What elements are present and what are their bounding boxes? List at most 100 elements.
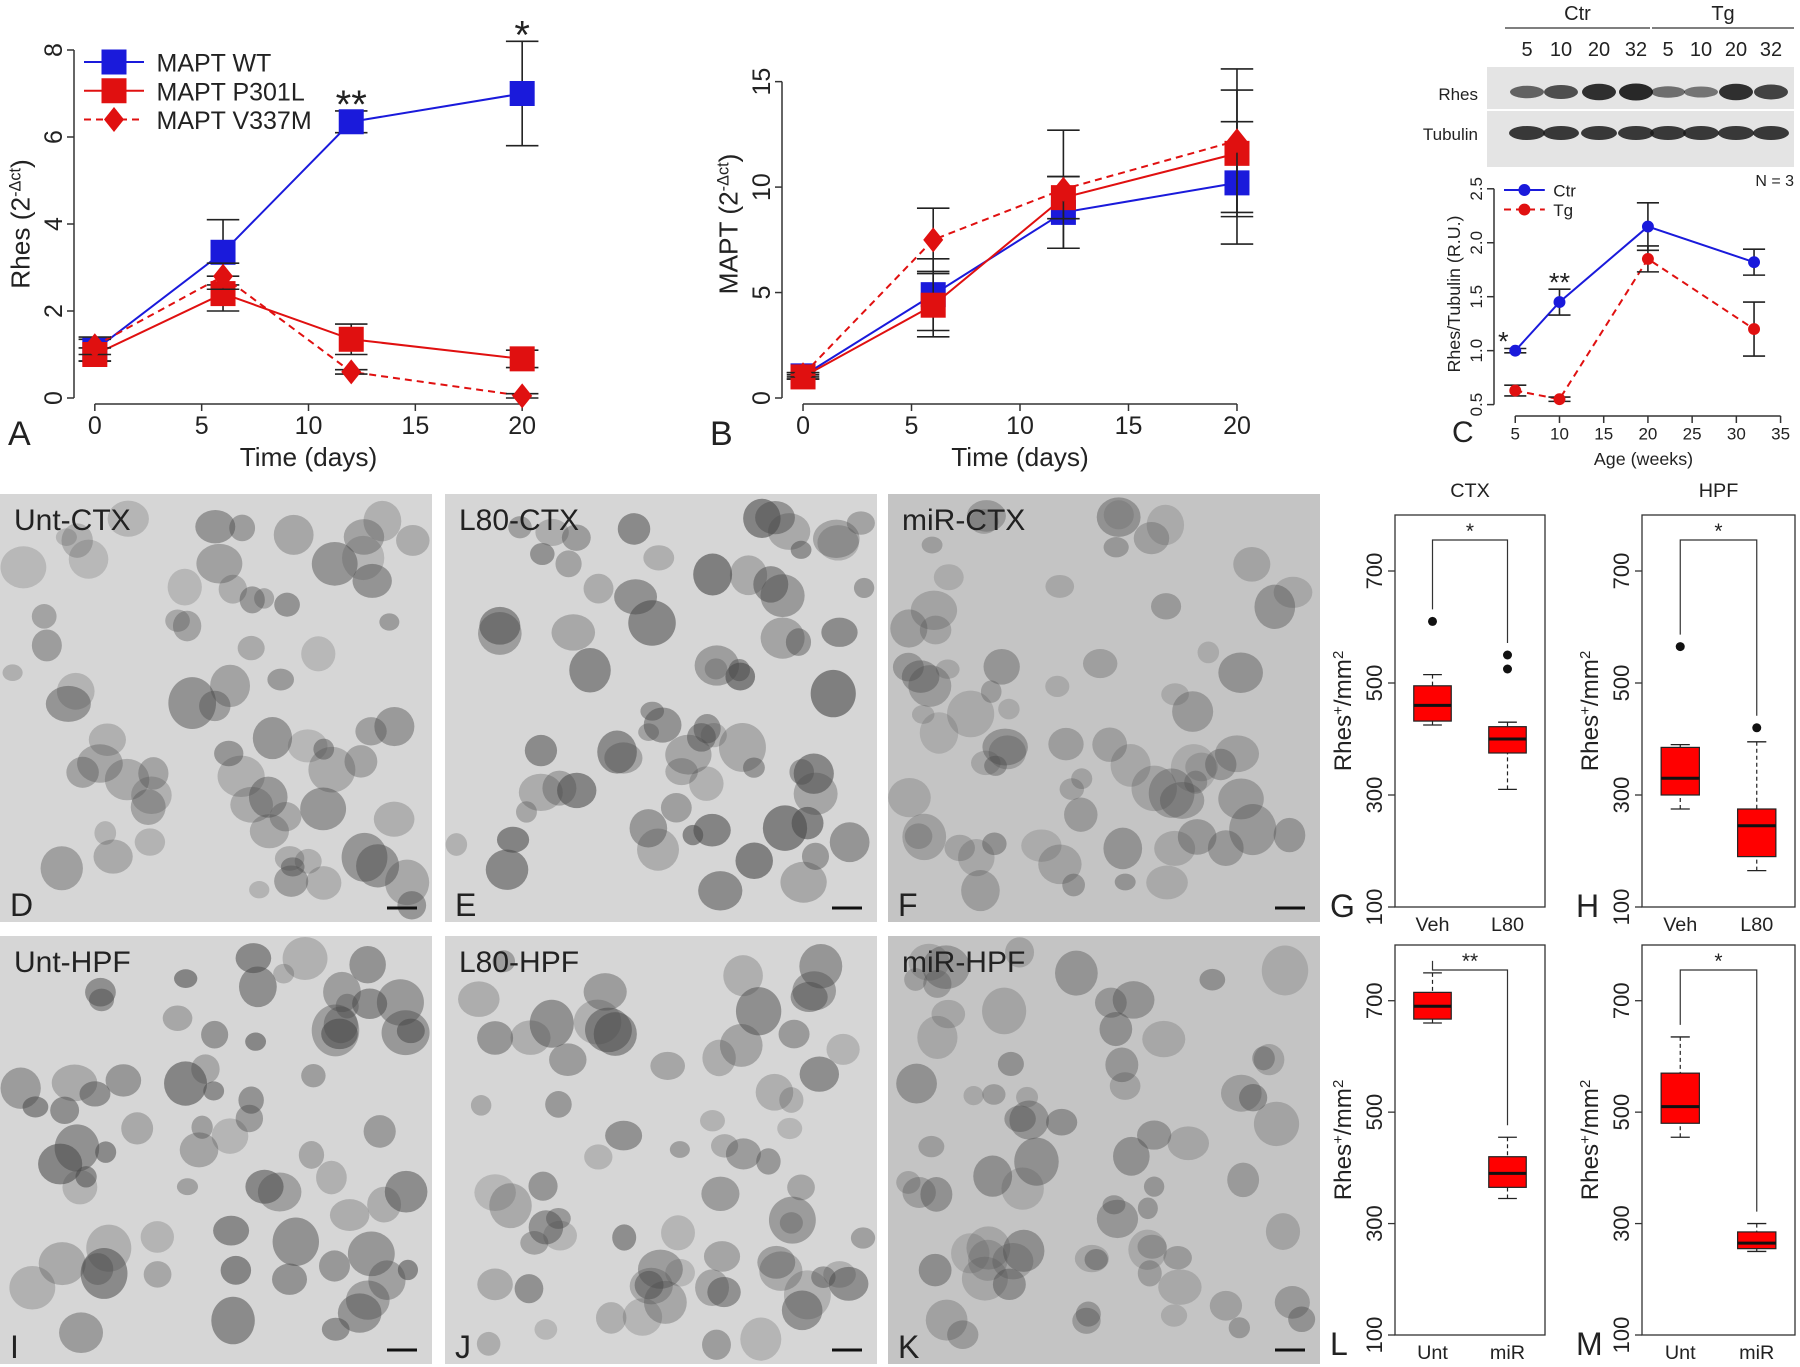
y-tick-label: 300 bbox=[1609, 1205, 1634, 1242]
cell bbox=[134, 828, 166, 856]
cell bbox=[323, 971, 361, 1013]
band bbox=[1581, 126, 1617, 140]
cell bbox=[31, 629, 62, 662]
cell bbox=[686, 723, 716, 752]
cell bbox=[982, 832, 1007, 856]
label-part: /mm bbox=[1330, 1088, 1357, 1135]
cell bbox=[966, 500, 1006, 532]
cell bbox=[1274, 1286, 1310, 1319]
band bbox=[1650, 126, 1686, 140]
cell bbox=[294, 848, 322, 874]
cell bbox=[1045, 675, 1070, 698]
panel-letter: B bbox=[710, 415, 733, 453]
y-tick-label: 0 bbox=[748, 391, 776, 405]
cell bbox=[2, 664, 23, 682]
cell bbox=[337, 1293, 382, 1333]
cell bbox=[1001, 1167, 1044, 1210]
y-tick-label: 8 bbox=[40, 43, 68, 57]
cell bbox=[79, 1081, 111, 1107]
cell bbox=[702, 1329, 731, 1360]
y-tick-label: 300 bbox=[1362, 777, 1387, 814]
marker bbox=[1641, 252, 1654, 265]
cell bbox=[479, 606, 521, 645]
blot-note: N = 3 bbox=[1755, 173, 1794, 190]
cell bbox=[892, 652, 924, 682]
cell bbox=[1160, 1304, 1188, 1327]
cell bbox=[1114, 873, 1136, 891]
y-tick-label: 500 bbox=[1609, 1094, 1634, 1131]
cell bbox=[787, 1174, 815, 1201]
cell bbox=[638, 723, 660, 741]
x-tick-label: 0 bbox=[88, 412, 102, 440]
cell bbox=[82, 1253, 114, 1285]
cell bbox=[719, 1023, 763, 1067]
cell bbox=[214, 740, 244, 767]
cell bbox=[168, 677, 217, 729]
cell bbox=[9, 1265, 56, 1310]
panel-letter: L bbox=[1330, 1326, 1348, 1362]
cell bbox=[1143, 1176, 1165, 1197]
cell bbox=[201, 1020, 229, 1049]
cell bbox=[381, 1010, 430, 1056]
cell bbox=[528, 1171, 558, 1201]
row-label: Rhes bbox=[1438, 85, 1478, 104]
cell bbox=[1197, 641, 1220, 664]
cell bbox=[622, 1298, 663, 1336]
cell bbox=[931, 999, 966, 1029]
cell bbox=[341, 832, 388, 882]
marker bbox=[338, 326, 364, 352]
cell bbox=[1038, 844, 1082, 885]
cell bbox=[273, 963, 295, 984]
cell bbox=[492, 950, 516, 973]
marker bbox=[1748, 256, 1760, 269]
x-tick-label: miR bbox=[1490, 1342, 1525, 1364]
cell bbox=[735, 987, 782, 1036]
cell bbox=[528, 1210, 564, 1245]
cell bbox=[829, 822, 870, 863]
axis-label: Rhes+/mm2 bbox=[1330, 1080, 1358, 1201]
cell bbox=[1128, 1229, 1167, 1270]
cell bbox=[311, 1004, 360, 1057]
label-part: Rhes bbox=[1577, 1144, 1604, 1200]
y-tick-label: 100 bbox=[1609, 889, 1634, 926]
cell bbox=[105, 1064, 142, 1097]
y-tick-label: 300 bbox=[1609, 777, 1634, 814]
cell bbox=[352, 988, 388, 1019]
cell bbox=[790, 981, 828, 1013]
cell bbox=[982, 987, 1027, 1035]
cell bbox=[130, 789, 166, 825]
cell bbox=[485, 849, 529, 890]
y-tick-label: 5 bbox=[748, 286, 776, 300]
cell bbox=[1253, 1101, 1300, 1147]
cell bbox=[583, 573, 614, 604]
cell bbox=[1151, 593, 1182, 620]
micrograph bbox=[888, 494, 1320, 922]
cell bbox=[1072, 1307, 1101, 1334]
x-tick-label: 25 bbox=[1683, 425, 1702, 444]
annotation: * bbox=[514, 13, 530, 57]
marker bbox=[1553, 393, 1566, 406]
cell bbox=[729, 555, 768, 596]
cell bbox=[220, 1255, 252, 1285]
cell bbox=[702, 1039, 736, 1077]
image-label: Unt-CTX bbox=[14, 504, 131, 537]
y-tick-label: 100 bbox=[1362, 1317, 1387, 1354]
cell bbox=[235, 943, 272, 974]
cell bbox=[988, 735, 1027, 770]
cell bbox=[196, 543, 243, 584]
cell bbox=[1146, 504, 1185, 546]
cell bbox=[329, 1199, 370, 1231]
cell bbox=[1209, 1290, 1243, 1321]
cell bbox=[1014, 1137, 1059, 1186]
cell bbox=[1172, 691, 1214, 732]
y-tick-label: 700 bbox=[1609, 982, 1634, 1019]
cell bbox=[801, 842, 830, 870]
cell bbox=[301, 1063, 326, 1088]
cell bbox=[723, 955, 763, 997]
cell bbox=[1218, 652, 1263, 693]
superscript: + bbox=[1577, 706, 1594, 715]
y-tick-label: 0.5 bbox=[1467, 393, 1486, 417]
x-tick-label: 35 bbox=[1771, 425, 1790, 444]
marker bbox=[338, 109, 364, 135]
x-tick-label: 30 bbox=[1727, 425, 1746, 444]
